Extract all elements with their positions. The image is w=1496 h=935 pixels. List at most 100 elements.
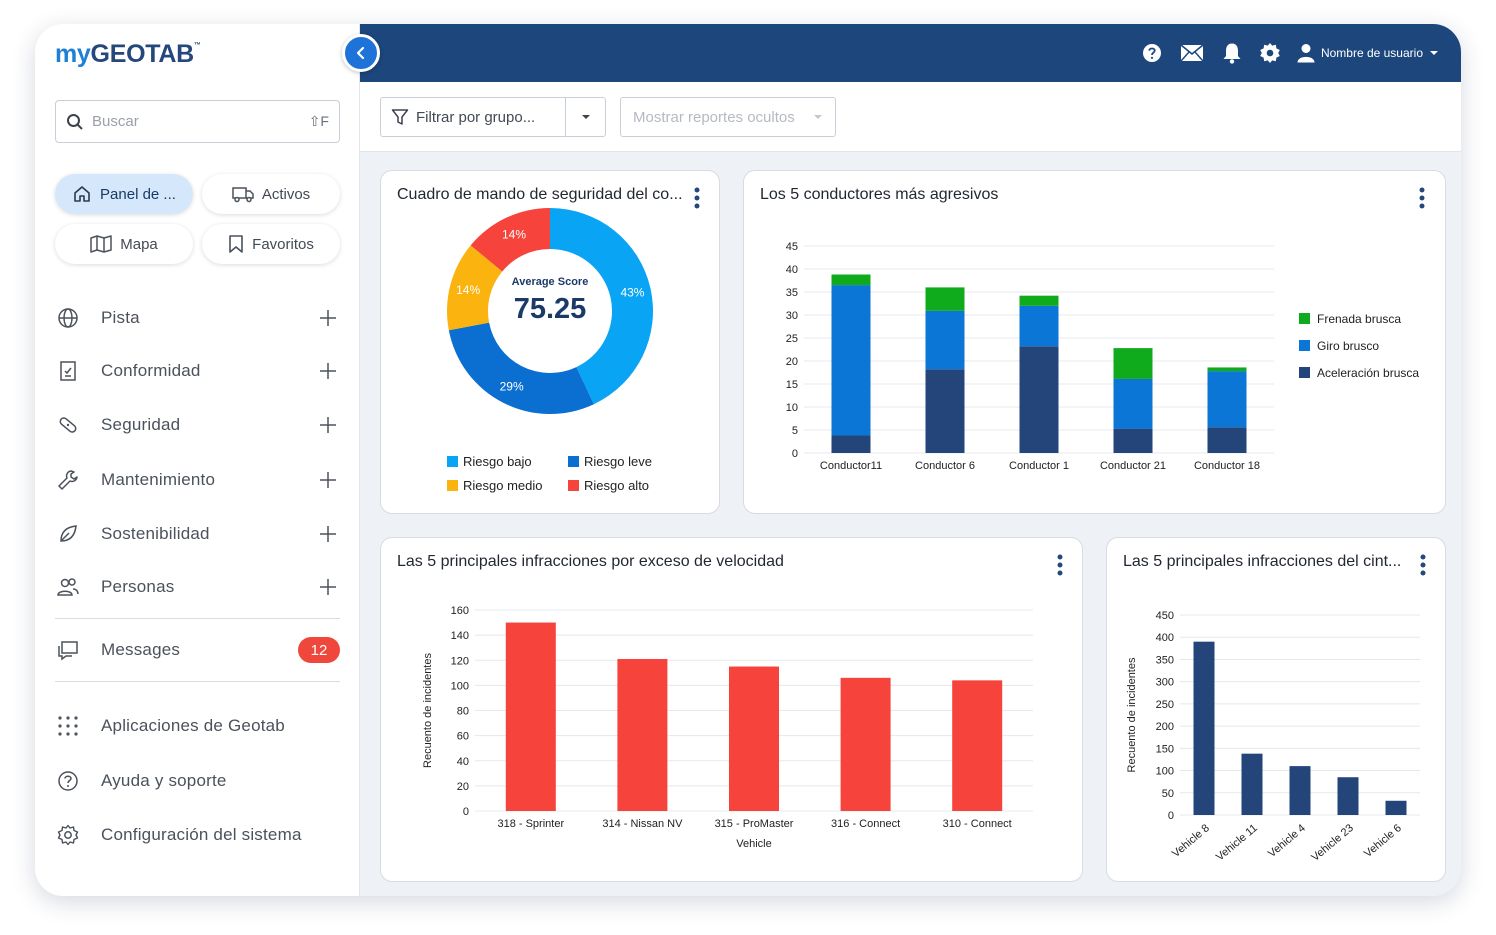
plus-icon[interactable] xyxy=(319,416,337,434)
nav-item-people[interactable]: Personas xyxy=(55,569,340,605)
group-filter-button[interactable]: Filtrar por grupo... xyxy=(380,97,606,137)
y-tick-label: 30 xyxy=(786,310,798,322)
y-tick-label: 20 xyxy=(786,356,798,368)
bell-icon xyxy=(1223,43,1241,64)
user-icon xyxy=(1297,44,1315,63)
logo-geotab: GEOTAB xyxy=(90,40,195,68)
mail-button[interactable] xyxy=(1179,42,1205,64)
legend-label: Riesgo leve xyxy=(584,454,652,469)
bar-segment xyxy=(1113,348,1153,379)
y-tick-label: 50 xyxy=(1162,788,1174,800)
caret-down-icon xyxy=(814,115,822,119)
bar-segment xyxy=(1207,367,1247,372)
quick-map-button[interactable]: Mapa xyxy=(55,224,193,264)
plus-icon[interactable] xyxy=(319,362,337,380)
quick-dashboard-button[interactable]: Panel de ... xyxy=(55,174,193,214)
bar xyxy=(1385,800,1407,815)
nav-item-maintenance[interactable]: Mantenimiento xyxy=(55,462,340,498)
donut-slice xyxy=(448,322,594,414)
quick-assets-button[interactable]: Activos xyxy=(202,174,340,214)
donut-center-value: 75.25 xyxy=(514,293,587,325)
help-button[interactable] xyxy=(1141,42,1163,64)
messages-icon xyxy=(58,641,78,661)
filter-bar: Filtrar por grupo... Mostrar reportes oc… xyxy=(360,82,1461,152)
quick-map-label: Mapa xyxy=(120,235,158,253)
quick-favorites-button[interactable]: Favoritos xyxy=(202,224,340,264)
aggressive-card-title: Los 5 conductores más agresivos xyxy=(760,186,999,203)
search-box[interactable]: ⇧F xyxy=(55,100,340,143)
x-tick-label: Vehicle 6 xyxy=(1362,822,1404,860)
plus-icon[interactable] xyxy=(319,525,337,543)
y-axis-label: Recuento de incidentes xyxy=(1126,657,1138,772)
x-tick-label: Vehicle 4 xyxy=(1266,822,1308,860)
nav-item-track[interactable]: Pista xyxy=(55,300,340,336)
user-name: Nombre de usuario xyxy=(1320,46,1423,60)
x-tick-label: 316 - Connect xyxy=(831,818,900,830)
nav-item-safety-label: Seguridad xyxy=(101,415,181,434)
nav-item-settings[interactable]: Configuración del sistema xyxy=(55,817,340,853)
top-bar: Nombre de usuario xyxy=(360,24,1461,82)
x-axis-label: Vehicle xyxy=(736,838,771,850)
plus-icon[interactable] xyxy=(319,578,337,596)
bar-segment xyxy=(1207,427,1247,453)
kebab-menu-icon[interactable] xyxy=(1418,552,1428,578)
donut-slice-label: 29% xyxy=(500,379,524,393)
nav-item-maintenance-label: Mantenimiento xyxy=(101,470,216,489)
notifications-button[interactable] xyxy=(1221,42,1243,64)
group-filter-dropdown[interactable] xyxy=(565,98,605,136)
legend-swatch xyxy=(568,480,579,491)
globe-icon xyxy=(58,308,78,328)
bookmark-icon xyxy=(229,235,243,253)
safety-card-title: Cuadro de mando de seguridad del co... xyxy=(397,186,683,203)
collapse-sidebar-button[interactable] xyxy=(342,34,380,72)
nav-item-compliance[interactable]: Conformidad xyxy=(55,353,340,389)
nav-item-help[interactable]: Ayuda y soporte xyxy=(55,763,340,799)
x-tick-label: Conductor11 xyxy=(820,460,882,472)
settings-button[interactable] xyxy=(1259,42,1281,64)
x-tick-label: 315 - ProMaster xyxy=(715,818,794,830)
legend-label: Riesgo medio xyxy=(463,478,543,493)
legend-swatch xyxy=(447,456,458,467)
plus-icon[interactable] xyxy=(319,309,337,327)
kebab-menu-icon[interactable] xyxy=(692,185,702,211)
kebab-menu-icon[interactable] xyxy=(1055,552,1065,578)
truck-icon xyxy=(232,187,254,203)
user-menu[interactable]: Nombre de usuario xyxy=(1297,43,1439,63)
speeding-bar-chart: 0 20 40 60 80 100 120 140 160 318 - Sprinter 314 -… xyxy=(422,605,1033,850)
y-tick-label: 35 xyxy=(786,287,798,299)
nav-item-messages[interactable]: Messages 12 xyxy=(55,632,340,668)
y-tick-label: 0 xyxy=(792,448,798,460)
bar-segment xyxy=(1207,371,1247,428)
legend-label: Giro brusco xyxy=(1317,339,1379,353)
y-tick-label: 200 xyxy=(1156,721,1174,733)
kebab-menu-icon[interactable] xyxy=(1417,185,1427,211)
nav-item-sustainability[interactable]: Sostenibilidad xyxy=(55,516,340,552)
legend-label: Aceleración brusca xyxy=(1317,366,1419,380)
show-hidden-reports-button[interactable]: Mostrar reportes ocultos xyxy=(620,97,836,137)
bar-segment xyxy=(831,435,871,453)
y-tick-label: 100 xyxy=(451,680,469,692)
plus-icon[interactable] xyxy=(319,471,337,489)
mygeotab-logo[interactable]: myGEOTAB™ xyxy=(55,40,201,69)
search-input[interactable] xyxy=(92,113,309,130)
bar xyxy=(952,680,1003,811)
y-tick-label: 300 xyxy=(1156,677,1174,689)
nav-item-safety[interactable]: Seguridad xyxy=(55,407,340,443)
nav-item-apps[interactable]: Aplicaciones de Geotab xyxy=(55,708,340,744)
donut-slice-label: 43% xyxy=(620,286,644,300)
wrench-icon xyxy=(58,470,78,490)
legend-swatch xyxy=(447,480,458,491)
speeding-infractions-card: Las 5 principales infracciones por exces… xyxy=(380,537,1083,882)
nav-item-messages-label: Messages xyxy=(101,640,181,659)
bar-segment xyxy=(831,285,871,436)
bar-segment xyxy=(925,287,965,311)
y-tick-label: 40 xyxy=(457,756,469,768)
legend-swatch xyxy=(1299,313,1310,324)
bar-segment xyxy=(1113,428,1153,453)
filter-icon xyxy=(391,109,409,125)
nav-item-settings-label: Configuración del sistema xyxy=(101,825,302,844)
x-tick-label: Conductor 6 xyxy=(915,460,975,472)
x-tick-label: Conductor 18 xyxy=(1194,460,1260,472)
bar xyxy=(729,666,779,811)
x-tick-label: 310 - Connect xyxy=(943,818,1012,830)
